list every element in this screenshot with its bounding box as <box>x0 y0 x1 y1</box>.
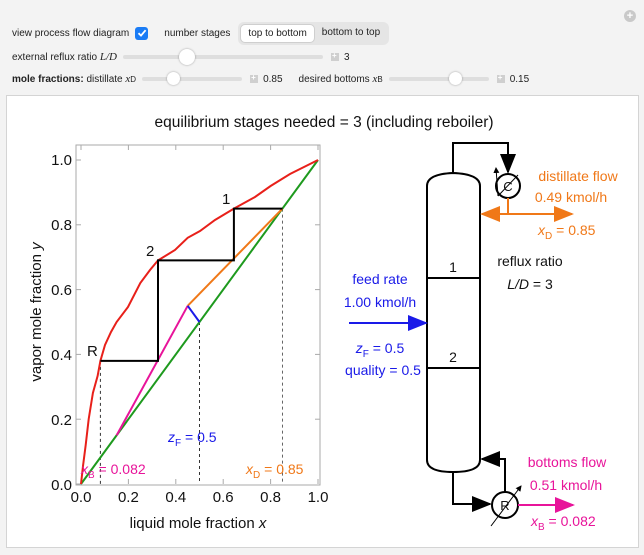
svg-text:0.0: 0.0 <box>71 489 92 506</box>
distillate-label: distillate <box>86 73 123 85</box>
bottoms-slider-thumb[interactable] <box>448 72 462 85</box>
y-tick-labels: 0.0 0.2 0.4 0.6 0.8 1.0 <box>51 152 72 494</box>
bottom-to-top-button[interactable]: bottom to top <box>321 26 381 38</box>
stage-labels: 1 2 R <box>87 191 230 360</box>
overhead-vapor-line <box>452 142 516 174</box>
tray-2-label: 2 <box>449 349 457 365</box>
mole-fractions-row: mole fractions: distillate xD 0.85 desir… <box>12 72 529 86</box>
svg-text:2: 2 <box>146 243 154 260</box>
mccabe-thiele-plot: 0.0 0.2 0.4 0.6 0.8 1.0 0.0 0.2 0.4 0.6 … <box>28 144 329 532</box>
svg-text:R: R <box>87 343 98 360</box>
distillation-column <box>426 171 481 474</box>
rectifying-line <box>186 207 284 307</box>
x-axis-label: liquid mole fraction x <box>130 515 267 532</box>
y-axis-label: vapor mole fraction y <box>28 241 45 382</box>
feed-rate-value: 1.00 kmol/h <box>344 294 416 310</box>
mole-fractions-label: mole fractions: <box>12 73 84 85</box>
distillate-symbol: x <box>125 73 131 85</box>
reboiler-steam-arrow <box>490 485 522 527</box>
top-to-bottom-button[interactable]: top to bottom <box>240 23 315 43</box>
svg-text:0.4: 0.4 <box>165 489 186 506</box>
svg-text:1.0: 1.0 <box>51 152 72 169</box>
svg-text:1: 1 <box>222 191 230 208</box>
reflux-row: external reflux ratio L/D 3 <box>12 49 350 65</box>
svg-text:0.6: 0.6 <box>51 282 72 299</box>
svg-text:1.0: 1.0 <box>308 489 329 506</box>
distillate-slider-thumb[interactable] <box>167 72 181 85</box>
number-stages-label: number stages <box>164 27 231 39</box>
reboiler-label: R <box>500 498 509 513</box>
view-pfd-checkbox[interactable] <box>135 26 149 40</box>
composition-guides <box>99 208 283 484</box>
bottoms-flow-label: bottoms flow <box>528 454 607 470</box>
feed-rate-label: feed rate <box>352 271 407 287</box>
svg-text:0.8: 0.8 <box>260 489 281 506</box>
reflux-symbol: L/D <box>99 51 117 63</box>
xd-diagram-label: xD = 0.85 <box>537 222 596 242</box>
expand-options-icon[interactable]: + <box>624 10 636 22</box>
svg-text:0.6: 0.6 <box>213 489 234 506</box>
condenser-coolant-arrow <box>493 167 500 197</box>
reflux-slider-thumb[interactable] <box>178 49 195 65</box>
svg-text:0.2: 0.2 <box>118 489 139 506</box>
q-line <box>186 305 201 323</box>
quality-label: quality = 0.5 <box>345 362 421 378</box>
view-pfd-label: view process flow diagram <box>12 27 130 39</box>
bottoms-subscript: B <box>377 74 383 84</box>
reflux-expand-icon[interactable] <box>330 51 339 61</box>
bottoms-slider[interactable] <box>388 72 489 85</box>
bottoms-value: 0.15 <box>509 73 530 85</box>
bottoms-symbol: x <box>372 73 378 85</box>
plot-frame <box>75 144 321 486</box>
process-flow-diagram: 1 2 C distillate flow 0.49 kmol/h xD = 0… <box>344 142 619 533</box>
distillate-subscript: D <box>130 74 137 84</box>
zf-diagram-label: zF = 0.5 <box>355 340 405 360</box>
bottoms-flow-value: 0.51 kmol/h <box>530 477 602 493</box>
svg-text:0.0: 0.0 <box>51 477 72 494</box>
checkmark-icon <box>137 29 147 37</box>
stages-title: equilibrium stages needed = 3 (including… <box>154 114 493 131</box>
reflux-label: external reflux ratio <box>12 51 98 63</box>
reflux-ratio-value: L/D = 3 <box>507 276 553 292</box>
number-stages-toggle: top to bottom bottom to top <box>238 21 390 45</box>
xd-annotation: xD = 0.85 <box>245 461 304 481</box>
reflux-slider[interactable] <box>122 49 323 65</box>
xb-diagram-label: xB = 0.082 <box>530 513 596 533</box>
distillate-slider[interactable] <box>142 72 243 85</box>
equilibrium-curve <box>80 159 319 485</box>
distillate-value: 0.85 <box>263 73 283 85</box>
zf-annotation: zF = 0.5 <box>167 429 217 449</box>
output-panel <box>6 95 639 548</box>
svg-text:0.4: 0.4 <box>51 347 72 364</box>
reflux-ratio-label: reflux ratio <box>497 253 563 269</box>
x-tick-labels: 0.0 0.2 0.4 0.6 0.8 1.0 <box>71 489 329 506</box>
svg-text:0.2: 0.2 <box>51 412 72 429</box>
reflux-value: 3 <box>343 51 350 63</box>
distillate-flow-label: distillate flow <box>538 168 618 184</box>
stage-steps <box>100 207 283 362</box>
control-panel: + view process flow diagram number stage… <box>0 0 644 92</box>
bottoms-expand-icon[interactable] <box>496 73 505 83</box>
boilup-line <box>480 451 506 492</box>
xb-annotation: xB = 0.082 <box>80 461 146 481</box>
svg-text:0.8: 0.8 <box>51 217 72 234</box>
condenser-label: C <box>503 179 512 194</box>
distillate-expand-icon[interactable] <box>250 73 259 83</box>
reboiler-feed-line <box>452 472 492 512</box>
distillate-flow-value: 0.49 kmol/h <box>535 189 607 205</box>
tray-1-label: 1 <box>449 259 457 275</box>
view-options-row: view process flow diagram number stages … <box>12 21 390 45</box>
stripping-line <box>115 305 189 436</box>
bottoms-label: desired bottoms <box>298 73 370 85</box>
